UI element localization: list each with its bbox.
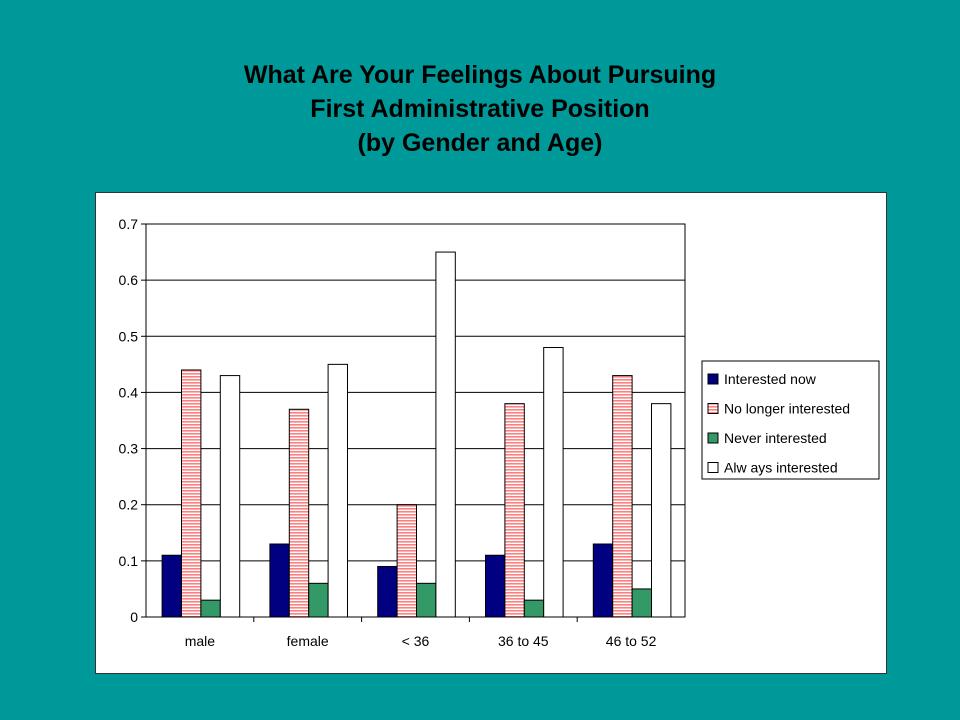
title-line-3: (by Gender and Age) bbox=[357, 129, 603, 157]
legend-label: Alw ays interested bbox=[724, 460, 838, 476]
legend-swatch bbox=[707, 462, 719, 473]
bar-no-longer-interested bbox=[396, 504, 418, 618]
legend-label: Never interested bbox=[724, 430, 827, 446]
title-line-2: First Administrative Position bbox=[310, 95, 650, 123]
y-tick-label: 0.7 bbox=[119, 216, 139, 232]
legend: Interested now No longer interested Never … bbox=[701, 360, 880, 480]
x-tick-label: 46 to 52 bbox=[606, 633, 657, 649]
chart-title: What Are Your Feelings About Pursuing Fi… bbox=[0, 58, 960, 160]
bar-chart: 0 0.1 0.2 0.3 0.4 0.5 0.6 0.7 male female < 36 36 t… bbox=[119, 216, 880, 649]
legend-label: Interested now bbox=[724, 371, 817, 387]
chart-area: 0 0.1 0.2 0.3 0.4 0.5 0.6 0.7 male female < 36 36 t… bbox=[95, 192, 887, 674]
y-tick-label: 0 bbox=[130, 609, 138, 625]
y-tick-label: 0.4 bbox=[119, 384, 139, 400]
y-tick-label: 0.5 bbox=[119, 328, 139, 344]
bar-never-interested bbox=[523, 599, 545, 618]
y-tick-label: 0.3 bbox=[119, 441, 139, 457]
x-tick-label: male bbox=[185, 633, 216, 649]
x-tick-label: 36 to 45 bbox=[498, 633, 549, 649]
bar-no-longer-interested bbox=[181, 369, 202, 618]
bar-never-interested bbox=[308, 582, 329, 618]
bar-never-interested bbox=[631, 588, 652, 618]
bar-interested-now bbox=[377, 565, 398, 618]
y-tick-label: 0.1 bbox=[119, 553, 139, 569]
y-tick-label: 0.6 bbox=[119, 272, 139, 288]
legend-swatch bbox=[707, 432, 719, 444]
bar-interested-now bbox=[485, 554, 506, 618]
x-tick-label: female bbox=[287, 633, 329, 649]
bar-interested-now bbox=[269, 543, 290, 618]
legend-swatch bbox=[707, 373, 719, 385]
bar-no-longer-interested bbox=[504, 403, 525, 618]
legend-label: No longer interested bbox=[724, 401, 850, 417]
bar-alw-ays-interested bbox=[327, 363, 349, 618]
bar-never-interested bbox=[200, 599, 221, 618]
bar-no-longer-interested bbox=[288, 408, 310, 618]
bar-never-interested bbox=[416, 582, 437, 618]
bar-alw-ays-interested bbox=[543, 347, 564, 618]
plot-area: 0 0.1 0.2 0.3 0.4 0.5 0.6 0.7 male female < 36 36 t… bbox=[119, 216, 686, 649]
bar-alw-ays-interested bbox=[435, 251, 456, 618]
x-tick-label: < 36 bbox=[402, 633, 430, 649]
bar-alw-ays-interested bbox=[651, 403, 672, 618]
title-line-1: What Are Your Feelings About Pursuing bbox=[243, 61, 717, 89]
y-tick-label: 0.2 bbox=[119, 497, 139, 513]
bar-no-longer-interested bbox=[612, 375, 633, 618]
bar-alw-ays-interested bbox=[219, 375, 241, 618]
bar-interested-now bbox=[592, 543, 614, 618]
legend-swatch bbox=[707, 403, 719, 414]
bar-interested-now bbox=[161, 554, 182, 618]
legend-box bbox=[701, 360, 880, 480]
